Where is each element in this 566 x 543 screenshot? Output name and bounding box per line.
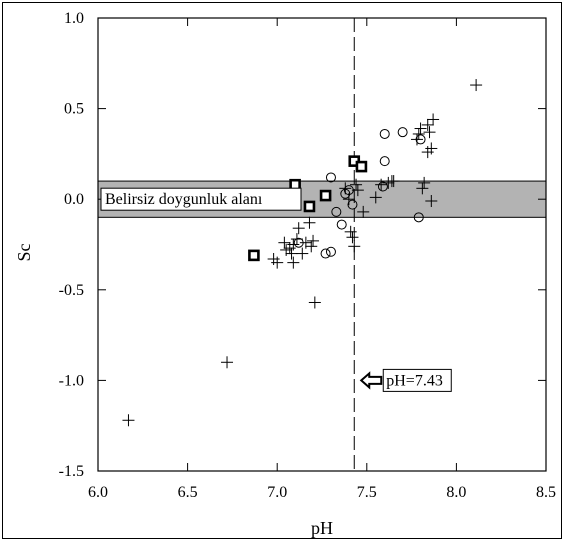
plus-point bbox=[357, 205, 370, 218]
plus-point bbox=[267, 252, 280, 265]
plus-point bbox=[292, 222, 305, 235]
plus-point bbox=[122, 414, 135, 427]
plus-point bbox=[342, 193, 355, 206]
circle-point bbox=[413, 212, 424, 223]
circle-point bbox=[336, 219, 347, 230]
plus-point bbox=[296, 247, 309, 260]
circle-point bbox=[379, 128, 390, 139]
plus-point bbox=[416, 182, 429, 195]
band-label: Belirsiz doygunluk alanı bbox=[105, 191, 263, 208]
y-tick-label: 1.0 bbox=[64, 10, 84, 27]
x-tick-label: 7.5 bbox=[357, 484, 377, 501]
plus-point bbox=[287, 238, 300, 251]
plus-point bbox=[303, 216, 316, 229]
x-tick-label: 8.0 bbox=[446, 484, 466, 501]
plus-point bbox=[412, 127, 425, 140]
figure-frame bbox=[2, 2, 562, 539]
circle-point bbox=[340, 188, 351, 199]
circle-point bbox=[325, 246, 336, 257]
x-tick-label: 6.0 bbox=[88, 484, 108, 501]
annotation-layer: Belirsiz doygunluk alanı pH=7.43 bbox=[100, 187, 452, 392]
plus-point bbox=[410, 133, 423, 146]
plus-point bbox=[414, 122, 427, 135]
x-tick-label: 6.5 bbox=[178, 484, 198, 501]
circle-point bbox=[320, 248, 331, 259]
axes-layer: 6.0 6.5 7.0 7.5 8.0 8.5 1.0 0.5 0.0 -0.5 -1.0 -1.5 p… bbox=[14, 10, 556, 538]
plus-point bbox=[285, 247, 298, 260]
points-layer bbox=[122, 79, 483, 427]
plus-point bbox=[421, 118, 434, 131]
x-tick-label: 8.5 bbox=[536, 484, 556, 501]
plus-point bbox=[346, 231, 359, 244]
square-point bbox=[303, 200, 316, 213]
square-point bbox=[355, 160, 368, 173]
plus-point bbox=[344, 225, 357, 238]
plus-point bbox=[308, 296, 321, 309]
circle-point bbox=[293, 237, 304, 248]
circle-point bbox=[397, 127, 408, 138]
circle-point bbox=[415, 134, 426, 145]
circle-point bbox=[347, 199, 358, 210]
circle-point bbox=[379, 156, 390, 167]
ph-label-box bbox=[382, 368, 452, 392]
plus-point bbox=[418, 176, 431, 189]
circle-point bbox=[343, 185, 354, 196]
plus-point bbox=[348, 240, 361, 253]
plus-point bbox=[271, 256, 284, 269]
plus-point bbox=[375, 178, 388, 191]
plus-point bbox=[421, 146, 434, 159]
circle-point bbox=[325, 172, 336, 183]
square-point bbox=[248, 249, 260, 262]
square-point bbox=[319, 189, 332, 202]
plus-point bbox=[287, 256, 300, 269]
plus-point bbox=[299, 236, 312, 249]
band-label-box bbox=[100, 187, 302, 211]
y-tick-label: 0.0 bbox=[64, 191, 84, 208]
plus-point bbox=[280, 243, 293, 256]
y-tick-label: -1.0 bbox=[59, 372, 84, 389]
circle-point bbox=[331, 206, 342, 217]
plus-point bbox=[307, 234, 320, 247]
ph-label: pH=7.43 bbox=[386, 372, 443, 389]
x-axis-title: pH bbox=[311, 518, 333, 538]
y-tick-label: -0.5 bbox=[59, 282, 84, 299]
plus-point bbox=[221, 356, 234, 369]
plus-point bbox=[350, 178, 363, 191]
plus-point bbox=[278, 236, 291, 249]
plus-point bbox=[425, 195, 438, 208]
y-tick-label: 0.5 bbox=[64, 101, 84, 118]
plus-point bbox=[369, 191, 382, 204]
plus-point bbox=[427, 113, 440, 126]
plus-point bbox=[425, 142, 438, 155]
y-tick-label: -1.5 bbox=[59, 463, 84, 480]
plus-point bbox=[470, 79, 483, 92]
arrow-left-icon bbox=[359, 371, 383, 390]
plot-area-border bbox=[97, 17, 547, 472]
plus-point bbox=[423, 126, 436, 139]
plus-point bbox=[305, 240, 318, 253]
plus-point bbox=[387, 175, 400, 188]
y-axis-title: Sc bbox=[14, 243, 34, 261]
x-tick-label: 7.0 bbox=[267, 484, 287, 501]
circle-point bbox=[377, 181, 388, 192]
